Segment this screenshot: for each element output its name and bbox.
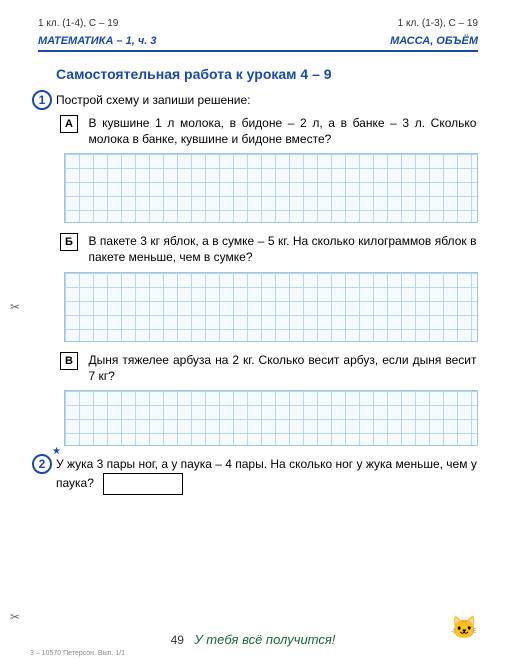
worksheet-title: Самостоятельная работа к урокам 4 – 9	[56, 66, 478, 82]
top-meta-row: 1 кл. (1-4), С – 19 1 кл. (1-3), С – 19	[38, 18, 478, 29]
topic-label: МАССА, ОБЪЁМ	[390, 35, 478, 47]
problem-1v: В Дыня тяжелее арбуза на 2 кг. Сколько в…	[56, 352, 478, 446]
problem-1b-text: В пакете 3 кг яблок, а в сумке – 5 кг. Н…	[88, 233, 476, 265]
problem-1a-text: В кувшине 1 л молока, в бидоне – 2 л, а …	[88, 115, 476, 147]
problem-2-text: У жука 3 пары ног, а у паука – 4 пары. Н…	[56, 456, 478, 495]
problem-1b: Б В пакете 3 кг яблок, а в сумке – 5 кг.…	[56, 233, 478, 341]
scissors-icon: ✂	[10, 610, 20, 624]
class-ref-right: 1 кл. (1-3), С – 19	[398, 18, 478, 29]
problem-number-badge: 1	[32, 90, 52, 110]
letter-badge-a: А	[60, 115, 78, 133]
star-icon: ★	[52, 446, 61, 457]
problem-2: 2 ★ У жука 3 пары ног, а у паука – 4 пар…	[38, 456, 478, 495]
page-number: 49	[171, 633, 184, 647]
page-footer: 49 У тебя всё получится!	[0, 631, 506, 649]
answer-grid-1b[interactable]	[64, 272, 478, 342]
problem-number-badge: 2	[32, 454, 52, 474]
problem-1v-text: Дыня тяжелее арбуза на 2 кг. Сколько вес…	[88, 352, 476, 384]
problem-1: 1 Построй схему и запиши решение: А В ку…	[38, 92, 478, 446]
print-ref: 3 – 10570 Петерсон. Вып. 1/1	[30, 650, 125, 657]
scissors-icon: ✂	[10, 300, 20, 314]
answer-grid-1v[interactable]	[64, 390, 478, 446]
problem-1a: А В кувшине 1 л молока, в бидоне – 2 л, …	[56, 115, 478, 223]
subject-label: МАТЕМАТИКА – 1, ч. 3	[38, 35, 157, 47]
header-row: МАТЕМАТИКА – 1, ч. 3 МАССА, ОБЪЁМ	[38, 35, 478, 52]
motto-text: У тебя всё получится!	[194, 632, 335, 647]
letter-badge-v: В	[60, 352, 78, 370]
answer-box[interactable]	[103, 473, 183, 495]
answer-grid-1a[interactable]	[64, 153, 478, 223]
letter-badge-b: Б	[60, 233, 78, 251]
class-ref-left: 1 кл. (1-4), С – 19	[38, 18, 118, 29]
problem-1-instruction: Построй схему и запиши решение:	[56, 92, 478, 109]
